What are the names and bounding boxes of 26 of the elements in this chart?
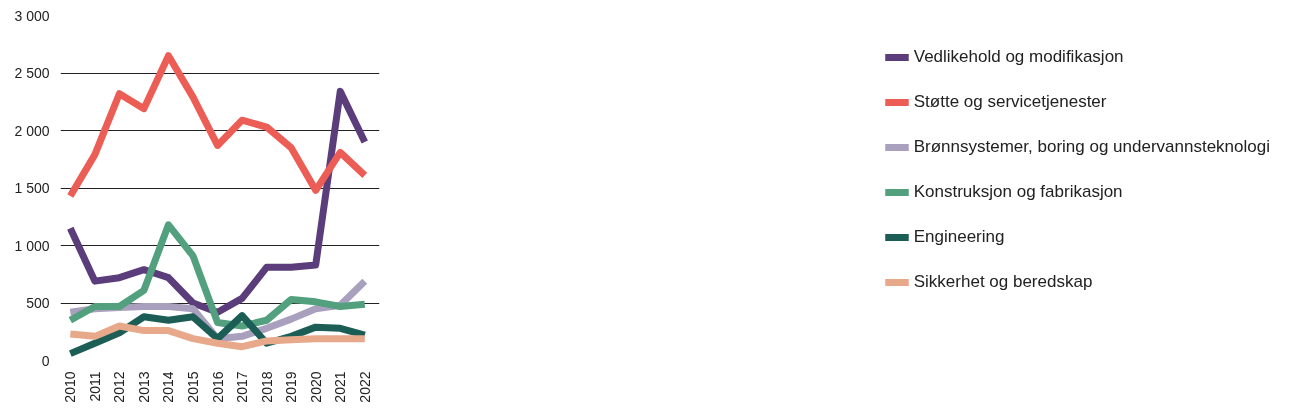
legend-label: Konstruksjon og fabrikasjon	[913, 182, 1123, 202]
x-tick-label: 2019	[283, 371, 300, 403]
y-tick-label: 2 500	[14, 65, 50, 81]
x-tick-label: 2017	[234, 371, 251, 403]
y-tick-label: 1 000	[14, 237, 50, 254]
legend-label: Vedlikehold og modifikasjon	[913, 47, 1124, 67]
y-tick-label: 3 000	[14, 7, 50, 24]
legend-label: Støtte og servicetjenester	[913, 92, 1107, 112]
x-tick-label: 2014	[160, 371, 177, 403]
x-tick-label: 2011	[86, 371, 103, 402]
x-tick-label: 2021	[332, 371, 349, 403]
y-tick-label: 500	[26, 295, 50, 311]
x-tick-label: 2013	[135, 371, 152, 403]
x-tick-label: 2010	[62, 371, 79, 403]
x-tick-label: 2016	[209, 371, 226, 403]
x-tick-label: 2012	[111, 371, 128, 403]
y-tick-label: 2 000	[14, 122, 50, 139]
x-tick-label: 2020	[307, 371, 324, 403]
x-tick-label: 2015	[185, 371, 202, 403]
y-tick-label: 0	[41, 352, 50, 369]
legend-label: Engineering	[913, 227, 1005, 247]
x-tick-label: 2022	[356, 371, 373, 403]
y-tick-label: 1 500	[14, 180, 50, 196]
x-tick-label: 2018	[258, 371, 275, 403]
legend-label: Brønnsystemer, boring og undervannsteknologi	[913, 137, 1270, 157]
legend-label: Sikkerhet og beredskap	[913, 272, 1093, 292]
